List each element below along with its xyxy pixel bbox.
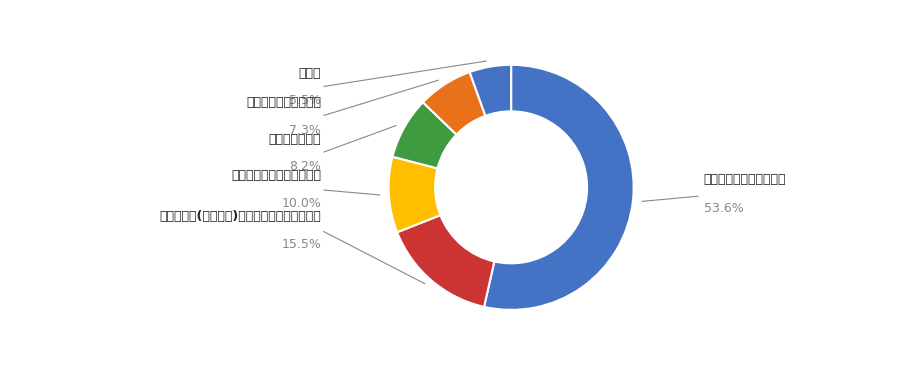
Text: 10.0%: 10.0% xyxy=(281,197,321,210)
Text: 施設利用者(家族含む)が外国人介護士を嫌がる: 施設利用者(家族含む)が外国人介護士を嫌がる xyxy=(159,210,321,223)
Text: 15.5%: 15.5% xyxy=(281,237,321,250)
Text: 日本語での会話が難しい: 日本語での会話が難しい xyxy=(703,173,785,186)
Wedge shape xyxy=(397,215,494,307)
Text: 53.6%: 53.6% xyxy=(703,202,743,215)
Text: 文化・宗教の違いが大きい: 文化・宗教の違いが大きい xyxy=(231,170,321,183)
Wedge shape xyxy=(469,65,511,116)
Text: 短期間での離職が多い: 短期間での離職が多い xyxy=(246,96,321,109)
Text: 5.5%: 5.5% xyxy=(289,94,321,107)
Wedge shape xyxy=(392,102,456,168)
Text: 8.2%: 8.2% xyxy=(289,160,321,173)
Wedge shape xyxy=(423,72,485,135)
Wedge shape xyxy=(388,157,440,232)
Text: 7.3%: 7.3% xyxy=(289,124,321,137)
Text: その他: その他 xyxy=(299,66,321,79)
Wedge shape xyxy=(483,65,633,310)
Text: 在留期限が短い: 在留期限が短い xyxy=(268,133,321,146)
